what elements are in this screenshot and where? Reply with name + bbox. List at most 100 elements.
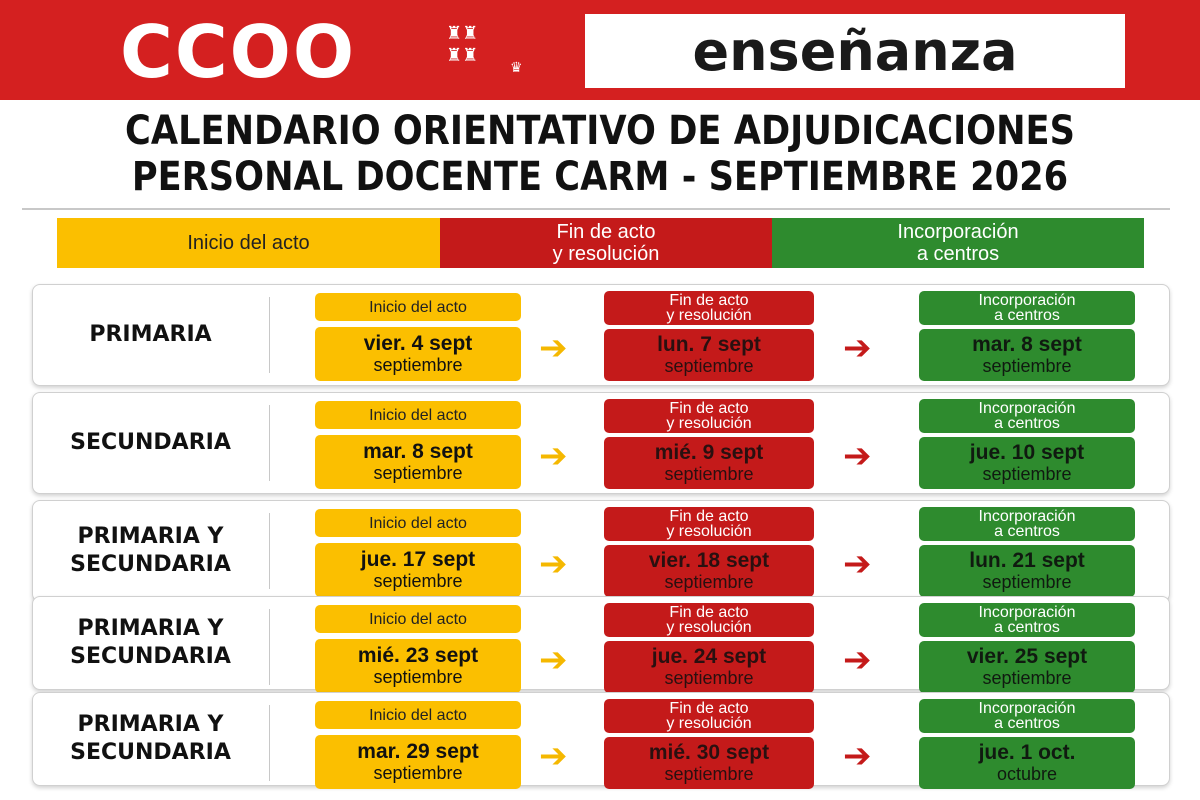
end-date: mié. 30 sept bbox=[648, 741, 770, 764]
join-label-line2: a centros bbox=[994, 415, 1060, 432]
start-date-box: vier. 4 sept septiembre bbox=[315, 327, 521, 381]
arrow-right-icon: ➔ bbox=[539, 436, 568, 476]
level-name: PRIMARIA Y SECUNDARIA bbox=[33, 693, 268, 785]
end-date-box: mié. 9 sept septiembre bbox=[604, 437, 814, 489]
join-label-line2: a centros bbox=[994, 523, 1060, 540]
start-date: mar. 8 sept bbox=[363, 440, 473, 463]
end-month: septiembre bbox=[664, 356, 754, 376]
start-label-text: Inicio del acto bbox=[369, 298, 467, 316]
join-date-box: jue. 1 oct. octubre bbox=[919, 737, 1135, 789]
start-month: septiembre bbox=[373, 463, 463, 483]
end-label-line1: Fin de acto bbox=[669, 508, 749, 525]
arrow-right-icon: ➔ bbox=[843, 640, 872, 680]
arrow-right-icon: ➔ bbox=[843, 328, 872, 368]
start-date: mié. 23 sept bbox=[357, 644, 479, 667]
join-label-line1: Incorporación bbox=[978, 604, 1076, 621]
schedule-row: PRIMARIA Inicio del acto vier. 4 sept se… bbox=[32, 284, 1170, 386]
end-date-box: mié. 30 sept septiembre bbox=[604, 737, 814, 789]
arrow-right-icon: ➔ bbox=[539, 736, 568, 776]
end-label-line2: y resolución bbox=[666, 523, 752, 540]
join-label: Incorporación a centros bbox=[919, 399, 1135, 433]
schedule-row: PRIMARIA Y SECUNDARIA Inicio del acto ju… bbox=[32, 500, 1170, 602]
level-line1: PRIMARIA Y bbox=[77, 712, 224, 737]
arrow-right-icon: ➔ bbox=[539, 640, 568, 680]
end-month: septiembre bbox=[664, 464, 754, 484]
arrow-right-icon: ➔ bbox=[843, 736, 872, 776]
join-label: Incorporación a centros bbox=[919, 291, 1135, 325]
start-date-box: mar. 8 sept septiembre bbox=[315, 435, 521, 489]
start-month: septiembre bbox=[373, 763, 463, 783]
join-date-box: vier. 25 sept septiembre bbox=[919, 641, 1135, 693]
end-label-line1: Fin de acto bbox=[669, 700, 749, 717]
level-name: PRIMARIA bbox=[33, 285, 268, 385]
legend-start: Inicio del acto bbox=[57, 218, 440, 268]
brand-box: enseñanza bbox=[585, 14, 1125, 88]
start-date: jue. 17 sept bbox=[360, 548, 476, 571]
start-date-box: mié. 23 sept septiembre bbox=[315, 639, 521, 693]
level-line1: SECUNDARIA bbox=[70, 430, 231, 455]
end-date-box: vier. 18 sept septiembre bbox=[604, 545, 814, 597]
start-label: Inicio del acto bbox=[315, 701, 521, 729]
join-label: Incorporación a centros bbox=[919, 507, 1135, 541]
join-month: septiembre bbox=[982, 356, 1072, 376]
page-title-line1: CALENDARIO ORIENTATIVO DE ADJUDICACIONES bbox=[125, 108, 1075, 154]
divider bbox=[22, 208, 1170, 210]
join-label-line2: a centros bbox=[994, 307, 1060, 324]
page-title-line2: PERSONAL DOCENTE CARM - SEPTIEMBRE 2026 bbox=[131, 154, 1069, 200]
end-date: mié. 9 sept bbox=[654, 441, 764, 464]
join-date-box: mar. 8 sept septiembre bbox=[919, 329, 1135, 381]
level-name: SECUNDARIA bbox=[33, 393, 268, 493]
schedule-row: SECUNDARIA Inicio del acto mar. 8 sept s… bbox=[32, 392, 1170, 494]
legend-end-line1: Fin de acto bbox=[556, 221, 656, 243]
start-label: Inicio del acto bbox=[315, 401, 521, 429]
end-label: Fin de acto y resolución bbox=[604, 399, 814, 433]
join-label-line2: a centros bbox=[994, 619, 1060, 636]
level-name: PRIMARIA Y SECUNDARIA bbox=[33, 501, 268, 601]
start-label: Inicio del acto bbox=[315, 293, 521, 321]
arrow-right-icon: ➔ bbox=[843, 544, 872, 584]
join-label: Incorporación a centros bbox=[919, 699, 1135, 733]
join-month: octubre bbox=[996, 764, 1058, 784]
level-line2: SECUNDARIA bbox=[70, 644, 231, 669]
end-date-box: lun. 7 sept septiembre bbox=[604, 329, 814, 381]
legend-end-line2: y resolución bbox=[552, 243, 660, 265]
level-name: PRIMARIA Y SECUNDARIA bbox=[33, 597, 268, 689]
schedule-row: PRIMARIA Y SECUNDARIA Inicio del acto mi… bbox=[32, 596, 1170, 693]
start-label: Inicio del acto bbox=[315, 605, 521, 633]
join-month: septiembre bbox=[982, 668, 1072, 688]
end-label-line2: y resolución bbox=[666, 715, 752, 732]
start-month: septiembre bbox=[373, 355, 463, 375]
arrow-right-icon: ➔ bbox=[539, 328, 568, 368]
arrow-right-icon: ➔ bbox=[539, 544, 568, 584]
join-label-line1: Incorporación bbox=[978, 400, 1076, 417]
end-date: lun. 7 sept bbox=[657, 333, 761, 356]
end-label: Fin de acto y resolución bbox=[604, 699, 814, 733]
start-label: Inicio del acto bbox=[315, 509, 521, 537]
level-line1: PRIMARIA bbox=[89, 322, 212, 347]
join-date-box: lun. 21 sept septiembre bbox=[919, 545, 1135, 597]
brand-text: enseñanza bbox=[692, 19, 1018, 83]
join-date: lun. 21 sept bbox=[969, 549, 1085, 572]
end-label: Fin de acto y resolución bbox=[604, 507, 814, 541]
row-separator bbox=[269, 405, 270, 481]
level-line2: SECUNDARIA bbox=[70, 552, 231, 577]
start-month: septiembre bbox=[373, 667, 463, 687]
ccoo-logo: CCOO bbox=[120, 10, 357, 94]
start-date: vier. 4 sept bbox=[363, 332, 473, 355]
legend-end: Fin de acto y resolución bbox=[440, 218, 772, 268]
join-date: vier. 25 sept bbox=[966, 645, 1088, 668]
end-month: septiembre bbox=[664, 668, 754, 688]
join-month: septiembre bbox=[982, 572, 1072, 592]
end-date-box: jue. 24 sept septiembre bbox=[604, 641, 814, 693]
end-label-line1: Fin de acto bbox=[669, 292, 749, 309]
join-label-line1: Incorporación bbox=[978, 508, 1076, 525]
level-line2: SECUNDARIA bbox=[70, 740, 231, 765]
legend-join: Incorporación a centros bbox=[772, 218, 1144, 268]
start-date-box: mar. 29 sept septiembre bbox=[315, 735, 521, 789]
level-line1: PRIMARIA Y bbox=[77, 616, 224, 641]
end-label-line2: y resolución bbox=[666, 619, 752, 636]
join-date: jue. 10 sept bbox=[969, 441, 1085, 464]
end-label: Fin de acto y resolución bbox=[604, 603, 814, 637]
start-label-text: Inicio del acto bbox=[369, 610, 467, 628]
start-label-text: Inicio del acto bbox=[369, 514, 467, 532]
